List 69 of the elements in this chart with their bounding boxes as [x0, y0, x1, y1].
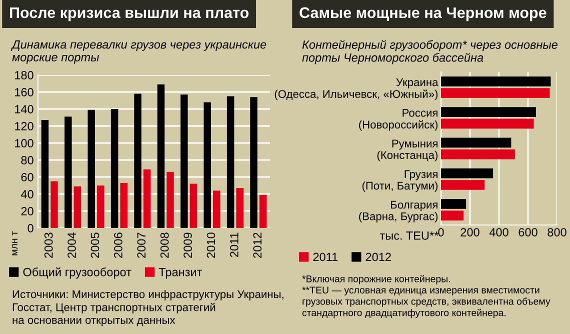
y-axis-title: млн т	[12, 231, 18, 256]
bar	[204, 102, 211, 228]
bar	[250, 97, 258, 228]
chart-subtitle: Динамика перевалки грузов через украинские морские порты	[10, 40, 266, 64]
bar	[441, 198, 466, 209]
y-tick-label: Грузия (Поти, Батуми)	[362, 170, 438, 192]
x-tick-label: 2012	[253, 232, 262, 258]
x-tick-label: 2011	[230, 232, 238, 257]
bar	[143, 169, 151, 228]
legend-label: Общий грузооборот	[23, 267, 132, 279]
bar	[41, 120, 49, 228]
y-tick-label: Румыния (Констанца)	[377, 140, 438, 162]
bar	[110, 109, 118, 228]
y-tick-label: 80	[21, 156, 34, 164]
x-tick-label: 2003	[44, 232, 53, 258]
y-tick-label: 120	[15, 122, 34, 130]
legend-label: Транзит	[158, 268, 202, 279]
x-tick-label: 2009	[184, 232, 192, 258]
x-tick-label: 800	[548, 228, 566, 236]
x-tick-label: 2005	[90, 232, 100, 258]
bar	[97, 186, 104, 228]
bar	[226, 96, 234, 228]
chart-subtitle: Контейнерный грузооборот* через основные порты Черноморского бассейна	[302, 40, 558, 64]
bar	[236, 188, 244, 228]
bar	[441, 88, 550, 98]
y-tick-label: Украина (Одесса, Ильичевск, «Южный»)	[274, 78, 438, 100]
bar	[180, 94, 188, 228]
bar	[259, 194, 267, 228]
bar	[441, 76, 551, 86]
bar	[441, 168, 494, 178]
x-tick-label: 2008	[160, 232, 169, 258]
x-tick-label: 200	[460, 228, 480, 236]
bar	[441, 107, 536, 118]
bar	[64, 116, 72, 228]
bar	[441, 118, 534, 129]
bar	[166, 172, 174, 228]
y-tick-label: 100	[15, 139, 34, 148]
text: *Включая порожние контейнеры. **TEU — условная единица измерения вместимости грузовых транспортных средств, эквивалентна объему стандартного двадцатифутового контейнера.	[302, 275, 550, 318]
text: Источники: Министерство инфраструктуры Украины, Госстат, Центр транспортных стратегий на основании открытых данных	[12, 290, 284, 326]
x-tick-label: 2010	[206, 232, 216, 258]
y-tick-label: 140	[15, 105, 34, 114]
bar	[441, 149, 515, 160]
x-tick-label: 2007	[137, 232, 146, 258]
bar	[441, 180, 484, 190]
bar	[88, 110, 95, 228]
bar	[134, 94, 142, 228]
y-tick-label: 160	[15, 88, 34, 96]
bar	[190, 184, 198, 228]
y-tick-label: 20	[21, 207, 34, 216]
chart-title: Самые мощные на Черном море	[300, 7, 546, 22]
bar	[157, 84, 165, 228]
y-tick-label: Болгария (Варна, Бургас)	[359, 200, 438, 222]
bar	[441, 138, 512, 148]
x-tick-label: 400	[489, 228, 508, 236]
x-tick-label: 2004	[68, 232, 76, 258]
x-tick-label: 2006	[114, 232, 122, 258]
bar	[74, 186, 82, 228]
bar	[120, 182, 128, 228]
y-tick-label: 180	[15, 71, 34, 80]
bar	[441, 210, 464, 220]
bar	[50, 181, 58, 228]
y-tick-label: Россия (Новороссийск)	[359, 109, 438, 131]
bar	[213, 190, 220, 228]
chart-title: После кризиса вышли на плато	[10, 7, 249, 22]
y-tick-label: 60	[21, 173, 34, 182]
y-tick-label: 40	[20, 190, 34, 198]
x-tick-label: 0	[438, 228, 444, 236]
x-axis-title: тыс. TEU**	[380, 232, 438, 240]
x-tick-label: 600	[518, 228, 538, 236]
